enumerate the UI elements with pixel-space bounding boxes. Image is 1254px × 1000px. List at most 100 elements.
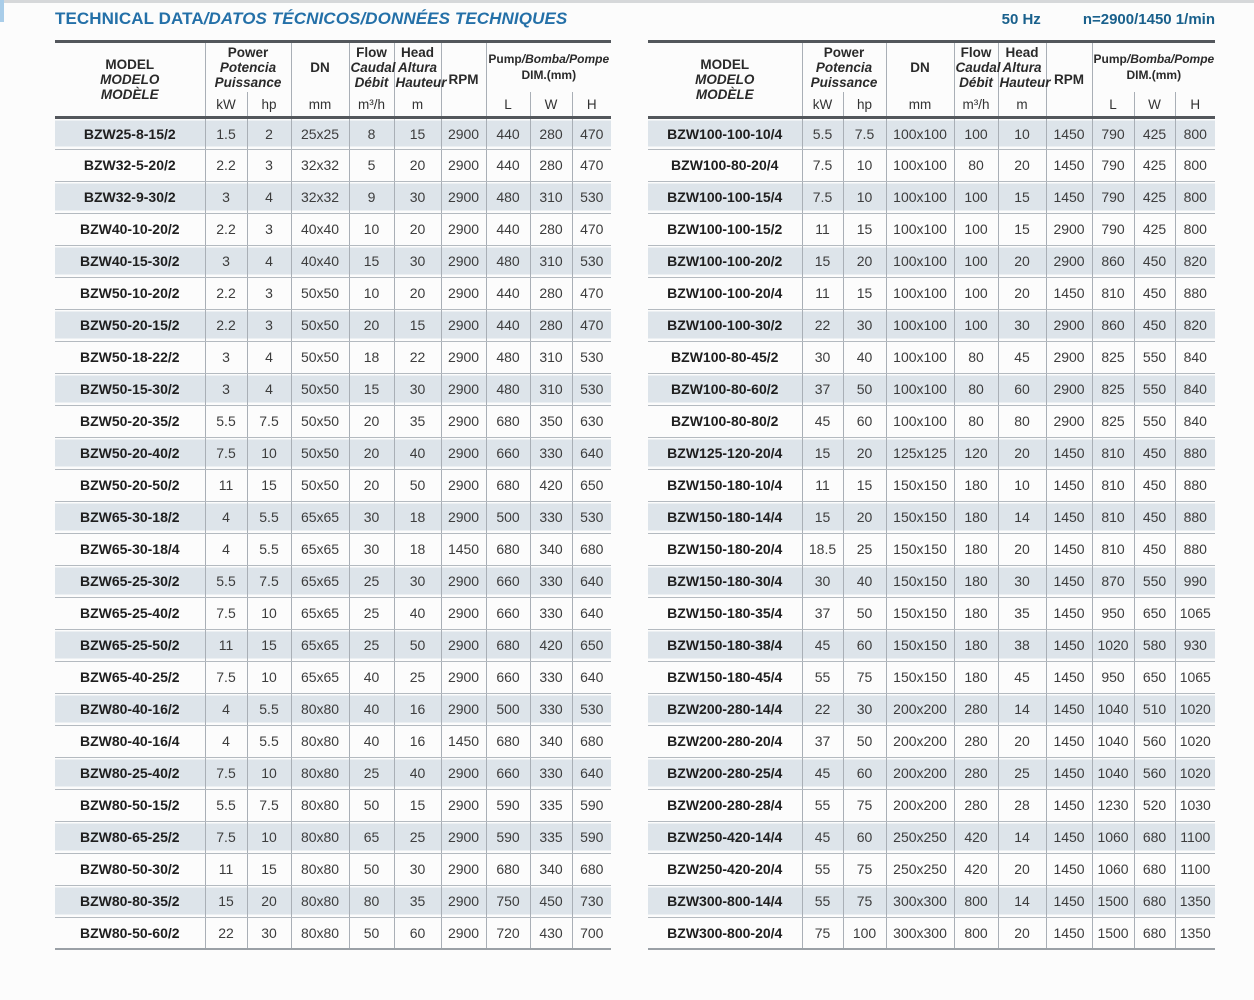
- cell-rpm: 1450: [440, 533, 487, 566]
- cell-dim-h: 880: [1174, 501, 1216, 534]
- table-row: BZW32-5-20/2 2.2 3 32x32 5 20 2900 440 280 470: [55, 149, 612, 182]
- cell-head: 35: [393, 885, 442, 918]
- cell-rpm: 2900: [440, 405, 487, 438]
- cell-head: 80: [997, 405, 1047, 438]
- cell-dn: 65x65: [290, 565, 350, 598]
- cell-head: 22: [393, 341, 442, 374]
- unit-kw: kW: [801, 92, 843, 118]
- cell-dn: 125x125: [885, 437, 955, 470]
- column-header-dn: DN: [290, 41, 350, 93]
- table-row: BZW125-120-20/4 15 20 125x125 120 20 1450 810 45…: [648, 437, 1216, 470]
- cell-dn: 100x100: [885, 117, 955, 150]
- table-row: BZW50-18-22/2 3 4 50x50 18 22 2900 480 310 530: [55, 341, 612, 374]
- table-body: BZW100-100-10/4 5.5 7.5 100x100 100 10 1450 790…: [648, 117, 1216, 950]
- cell-dim-h: 530: [571, 693, 612, 726]
- cell-model: BZW125-120-20/4: [648, 437, 802, 470]
- cell-dim-l: 750: [485, 885, 531, 918]
- cell-dim-l: 680: [485, 533, 531, 566]
- cell-model: BZW65-40-25/2: [55, 661, 205, 694]
- cell-dim-l: 790: [1091, 181, 1135, 214]
- cell-flow: 30: [348, 533, 395, 566]
- cell-model: BZW80-50-60/2: [55, 917, 205, 950]
- page-top-edge: [0, 0, 1254, 3]
- cell-dim-w: 560: [1133, 757, 1176, 790]
- cell-flow: 100: [953, 277, 999, 310]
- cell-power-hp: 50: [842, 373, 887, 406]
- cell-dn: 100x100: [885, 245, 955, 278]
- cell-power-kw: 3: [204, 181, 247, 214]
- cell-rpm: 1450: [1045, 725, 1093, 758]
- cell-dim-h: 1020: [1174, 693, 1216, 726]
- cell-head: 25: [393, 661, 442, 694]
- cell-dim-w: 280: [529, 213, 573, 246]
- cell-power-hp: 4: [246, 373, 292, 406]
- page-title: TECHNICAL DATA/DATOS TÉCNICOS/DONNÉES TE…: [55, 9, 567, 29]
- cell-dim-w: 450: [1133, 533, 1176, 566]
- cell-dim-w: 680: [1133, 917, 1176, 950]
- cell-power-kw: 22: [801, 309, 843, 342]
- table-row: BZW65-30-18/2 4 5.5 65x65 30 18 2900 500 330 530: [55, 501, 612, 534]
- cell-head: 50: [393, 629, 442, 662]
- cell-dim-l: 1500: [1091, 885, 1135, 918]
- cell-power-hp: 75: [842, 789, 887, 822]
- cell-dim-l: 825: [1091, 341, 1135, 374]
- table-row: BZW65-25-50/2 11 15 65x65 25 50 2900 680 420 650: [55, 629, 612, 662]
- spec-labels: 50 Hz n=2900/1450 1/min: [1002, 11, 1215, 28]
- header-line: Power: [823, 45, 865, 60]
- cell-power-hp: 5.5: [246, 693, 292, 726]
- cell-dn: 32x32: [290, 181, 350, 214]
- cell-dim-h: 640: [571, 661, 612, 694]
- column-header-rpm: RPM: [440, 41, 487, 118]
- cell-power-kw: 11: [204, 629, 247, 662]
- cell-power-hp: 60: [842, 629, 887, 662]
- cell-power-hp: 60: [842, 405, 887, 438]
- cell-flow: 25: [348, 597, 395, 630]
- cell-power-hp: 15: [246, 629, 292, 662]
- cell-power-kw: 7.5: [204, 597, 247, 630]
- cell-model: BZW100-100-20/4: [648, 277, 802, 310]
- cell-dn: 80x80: [290, 821, 350, 854]
- cell-rpm: 1450: [1045, 629, 1093, 662]
- cell-flow: 10: [348, 277, 395, 310]
- cell-rpm: 2900: [440, 469, 487, 502]
- cell-model: BZW50-20-35/2: [55, 405, 205, 438]
- cell-dn: 150x150: [885, 629, 955, 662]
- cell-dim-l: 440: [485, 309, 531, 342]
- cell-power-hp: 15: [842, 277, 887, 310]
- column-header-flow: Flow Caudal Débit: [348, 41, 396, 93]
- cell-dim-h: 800: [1174, 149, 1216, 182]
- cell-rpm: 1450: [1045, 789, 1093, 822]
- header-line: Hauteur: [395, 75, 447, 91]
- table-row: BZW100-100-30/2 22 30 100x100 100 30 2900 860 45…: [648, 309, 1216, 342]
- header-line: MODÈLE: [695, 86, 754, 102]
- cell-dim-l: 950: [1091, 597, 1135, 630]
- cell-dim-w: 650: [1133, 597, 1176, 630]
- cell-power-kw: 15: [801, 245, 843, 278]
- table-row: BZW100-100-20/2 15 20 100x100 100 20 2900 860 45…: [648, 245, 1216, 278]
- cell-power-hp: 20: [246, 885, 292, 918]
- header-line: MODEL: [105, 56, 155, 72]
- cell-model: BZW80-80-35/2: [55, 885, 205, 918]
- cell-power-kw: 15: [801, 437, 843, 470]
- column-header-model: MODEL MODELO MODÈLE: [648, 42, 802, 118]
- cell-rpm: 2900: [1045, 213, 1093, 246]
- table-row: BZW200-280-14/4 22 30 200x200 280 14 1450 1040 5…: [648, 693, 1216, 726]
- cell-power-hp: 20: [842, 501, 887, 534]
- cell-power-kw: 45: [801, 757, 843, 790]
- cell-head: 28: [997, 789, 1047, 822]
- cell-power-kw: 2.2: [204, 277, 247, 310]
- cell-power-kw: 45: [801, 405, 843, 438]
- cell-model: BZW65-30-18/4: [55, 533, 205, 566]
- cell-flow: 100: [953, 117, 999, 150]
- cell-dim-h: 640: [571, 597, 612, 630]
- cell-flow: 100: [953, 213, 999, 246]
- cell-dn: 40x40: [290, 245, 350, 278]
- cell-flow: 40: [348, 693, 395, 726]
- cell-dim-h: 820: [1174, 245, 1216, 278]
- cell-rpm: 2900: [440, 693, 487, 726]
- cell-model: BZW300-800-20/4: [648, 917, 802, 950]
- cell-dim-l: 500: [485, 693, 531, 726]
- table-row: BZW80-40-16/4 4 5.5 80x80 40 16 1450 680 340 680: [55, 725, 612, 758]
- header-line: MODELO: [695, 71, 755, 87]
- cell-dim-w: 420: [529, 469, 573, 502]
